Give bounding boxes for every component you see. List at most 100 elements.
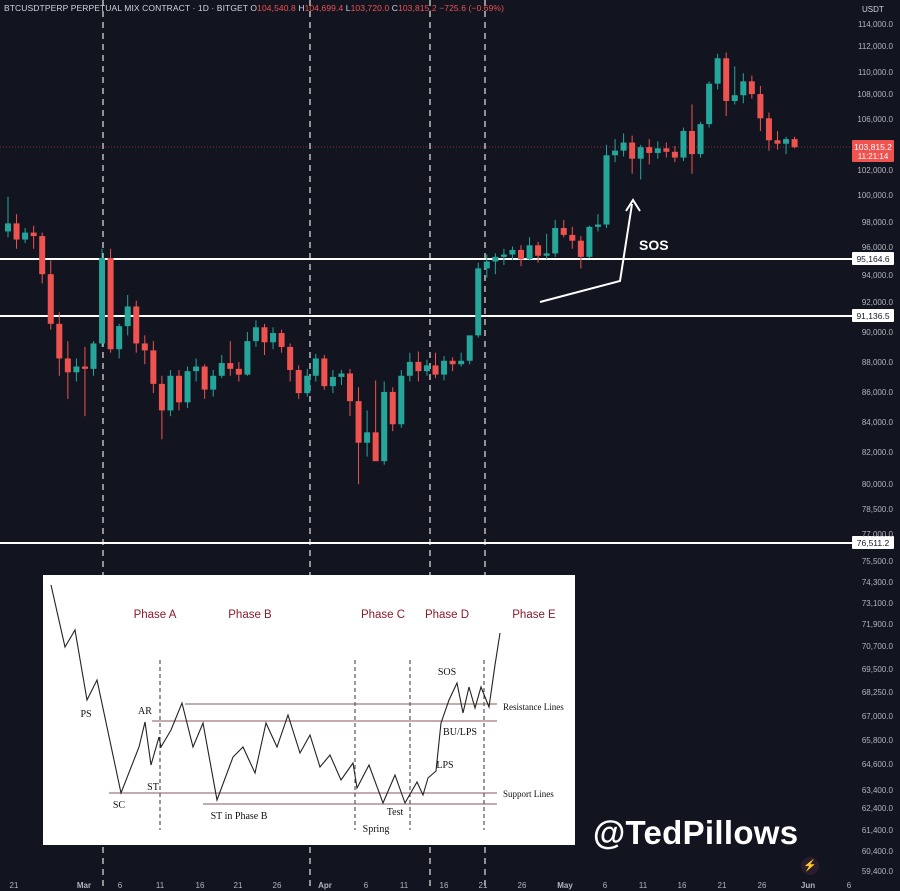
- y-tick-label: 114,000.0: [858, 20, 894, 29]
- x-tick-label: 21: [234, 881, 243, 890]
- y-tick-label: 60,400.0: [862, 847, 894, 856]
- candle-body: [184, 371, 191, 403]
- candle-body: [620, 142, 627, 151]
- y-tick-label: 110,000.0: [858, 68, 894, 77]
- y-tick-label: 96,000.0: [862, 243, 894, 252]
- low-label: L: [345, 3, 351, 13]
- candle-body: [381, 391, 388, 462]
- candle-body: [329, 376, 336, 387]
- candle-body: [270, 333, 277, 343]
- x-tick-label: 16: [440, 881, 449, 890]
- candle-body: [227, 363, 234, 369]
- x-tick-label: 6: [603, 881, 608, 890]
- level-label-bg: [852, 536, 894, 549]
- y-tick-label: 80,000.0: [862, 480, 894, 489]
- event-label: ST in Phase B: [211, 811, 268, 822]
- candle-body: [406, 361, 413, 376]
- y-tick-label: 65,800.0: [862, 736, 894, 745]
- candle-body: [680, 131, 687, 158]
- candle-body: [304, 375, 311, 394]
- change-value: −725.6 (−0.69%): [439, 3, 505, 13]
- candle-body: [338, 373, 345, 377]
- candle-body: [671, 151, 678, 158]
- candle-body: [706, 83, 713, 125]
- candle-body: [483, 261, 490, 269]
- lightning-icon[interactable]: ⚡: [801, 857, 819, 875]
- y-tick-label: 94,000.0: [862, 271, 894, 280]
- candle-body: [39, 236, 46, 275]
- candle-body: [141, 343, 148, 351]
- candle-body: [201, 366, 208, 390]
- y-tick-label: 61,400.0: [862, 826, 894, 835]
- candle-body: [56, 323, 63, 359]
- candle-body: [586, 226, 593, 257]
- candle-body: [347, 373, 353, 402]
- candle-body: [244, 341, 251, 375]
- candle-body: [663, 148, 670, 152]
- candle-body: [47, 274, 54, 324]
- candle-body: [552, 227, 559, 254]
- candle-body: [646, 147, 653, 153]
- candle-body: [432, 365, 439, 375]
- wyckoff-diagram: Phase A Phase B Phase C Phase D Phase E PS SC A…: [43, 575, 575, 845]
- x-tick-label: 11: [639, 881, 648, 890]
- price-badge-countdown: 11:21:14: [858, 152, 889, 161]
- x-tick-label: 11: [400, 881, 409, 890]
- candle-body: [441, 360, 448, 375]
- candle-body: [577, 240, 584, 257]
- candle-body: [389, 391, 396, 425]
- candle-body: [774, 140, 781, 144]
- candle-body: [321, 358, 328, 387]
- candle-body: [475, 268, 482, 336]
- candle-body: [73, 366, 80, 373]
- candle-body: [158, 383, 165, 411]
- support-lines-label: Support Lines: [503, 789, 554, 799]
- y-tick-label: 88,000.0: [862, 358, 894, 367]
- candle-body: [509, 249, 516, 255]
- event-label: ST: [147, 782, 159, 793]
- level-label: 76,511.2: [857, 538, 890, 548]
- candle-body: [518, 249, 524, 260]
- high-value: 104,699.4: [304, 3, 344, 13]
- x-tick-label: Apr: [318, 881, 332, 890]
- candle-body: [372, 432, 379, 462]
- candle-body: [783, 139, 790, 144]
- y-tick-label: 102,000.0: [857, 166, 893, 175]
- candle-body: [697, 124, 704, 155]
- candle-body: [107, 258, 114, 350]
- y-tick-label: 74,300.0: [862, 578, 894, 587]
- sos-arrowhead: [625, 198, 641, 212]
- wyckoff-price-path: [50, 584, 501, 805]
- y-tick-label: 67,000.0: [862, 712, 894, 721]
- candle-body: [689, 131, 695, 155]
- candle-body: [116, 326, 123, 350]
- sos-annotation: SOS: [639, 237, 669, 253]
- candle-body: [449, 360, 456, 365]
- candle-body: [210, 375, 217, 390]
- x-tick-label: 21: [10, 881, 19, 890]
- x-tick-label: May: [557, 881, 573, 890]
- candle-body: [81, 366, 88, 369]
- x-tick-label: Jun: [801, 881, 815, 890]
- symbol-label: BTCUSDTPERP PERPETUAL MIX CONTRACT · 1D …: [4, 3, 248, 13]
- candle-body: [64, 358, 71, 373]
- sos-arrow-line: [539, 203, 633, 303]
- high-label: H: [298, 3, 305, 13]
- candle-body: [560, 227, 567, 235]
- candle-body: [714, 58, 721, 84]
- y-tick-label: 71,900.0: [862, 620, 894, 629]
- y-tick-label: 84,000.0: [862, 418, 894, 427]
- x-tick-label: 26: [518, 881, 527, 890]
- candle-body: [30, 232, 37, 237]
- y-tick-label: 70,700.0: [862, 642, 894, 651]
- y-tick-label: 108,000.0: [857, 90, 893, 99]
- candle-body: [5, 223, 11, 232]
- y-tick-label: 106,000.0: [857, 115, 893, 124]
- y-tick-label: 98,000.0: [862, 218, 894, 227]
- x-tick-label: 21: [479, 881, 488, 890]
- candle-body: [295, 370, 302, 394]
- x-tick-label: 11: [156, 881, 165, 890]
- candle-body: [124, 306, 131, 327]
- y-tick-label: 59,400.0: [862, 867, 894, 876]
